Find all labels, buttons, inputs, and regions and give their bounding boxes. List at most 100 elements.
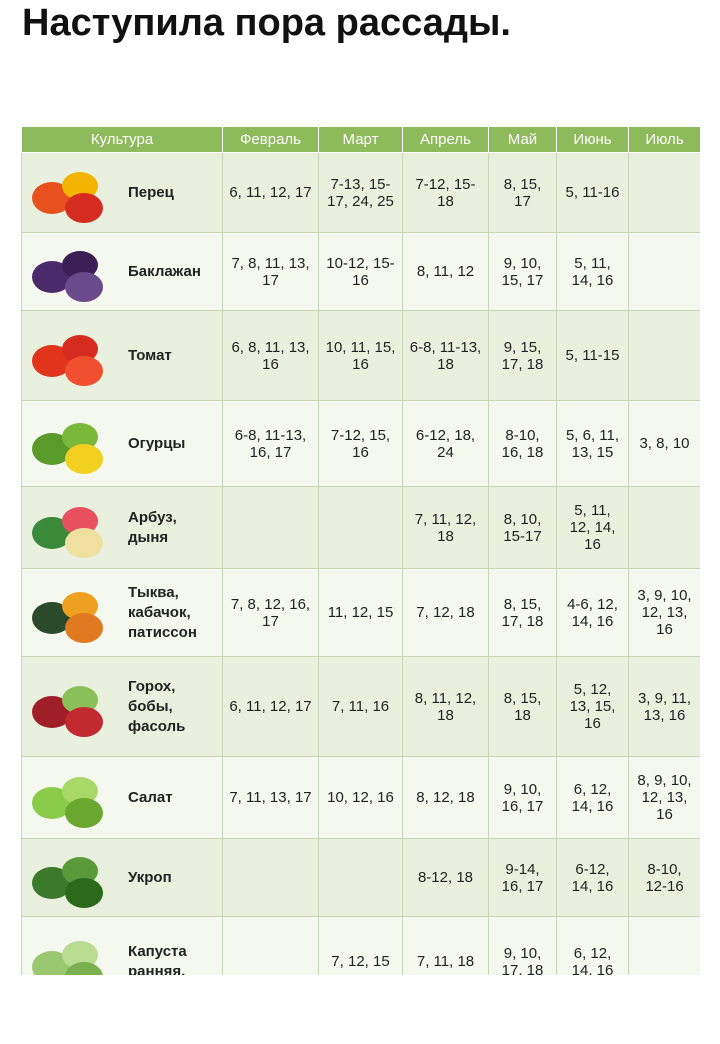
table-row: Капуста ранняя, 7, 12, 15 7, 11, 18 9, 10, … — [21, 916, 700, 976]
dates-cell — [628, 916, 700, 975]
table-row: Укроп 8-12, 18 9-14, 16, 17 6-12, 14, 16 8-1… — [21, 838, 700, 917]
crop-label: Укроп — [22, 843, 222, 913]
dates-cell: 8-12, 18 — [402, 838, 489, 917]
icon-shape — [65, 355, 103, 386]
page-title: Наступила пора рассады. — [22, 2, 511, 44]
dates-cell: 7, 8, 11, 13, 17 — [222, 232, 319, 311]
crop-cell: Укроп — [21, 838, 223, 917]
dates-cell: 8, 9, 10, 12, 13, 16 — [628, 756, 700, 839]
crop-icon — [32, 422, 103, 474]
column-header: Март — [318, 126, 403, 153]
crop-cell: Горох, бобы, фасоль — [21, 656, 223, 757]
dates-cell — [628, 310, 700, 401]
icon-shape — [32, 950, 72, 975]
dates-cell: 6-12, 18, 24 — [402, 400, 489, 487]
dates-cell: 6-12, 14, 16 — [556, 838, 629, 917]
crop-icon — [32, 334, 103, 386]
crop-label: Горох, бобы, фасоль — [22, 672, 222, 742]
dates-cell: 9, 10, 17, 18 — [488, 916, 557, 975]
icon-shape — [65, 612, 103, 643]
crop-name: Перец — [128, 183, 174, 201]
crop-icon — [32, 591, 103, 643]
crop-label: Огурцы — [22, 409, 222, 479]
icon-shape — [65, 527, 103, 558]
dates-cell: 7, 11, 18 — [402, 916, 489, 975]
icon-shape — [62, 171, 98, 200]
icon-shape — [62, 422, 98, 451]
crop-cell: Тыква, кабачок, патиссон — [21, 568, 223, 657]
dates-cell: 5, 11-15 — [556, 310, 629, 401]
dates-cell: 8-10, 16, 18 — [488, 400, 557, 487]
crop-cell: Баклажан — [21, 232, 223, 311]
dates-cell: 3, 9, 10, 12, 13, 16 — [628, 568, 700, 657]
dates-cell: 5, 11, 12, 14, 16 — [556, 486, 629, 569]
dates-cell: 7, 12, 18 — [402, 568, 489, 657]
icon-shape — [65, 192, 103, 223]
dates-cell: 7-12, 15-18 — [402, 152, 489, 233]
dates-cell: 8, 11, 12, 18 — [402, 656, 489, 757]
dates-cell — [222, 916, 319, 975]
crop-label: Салат — [22, 763, 222, 833]
dates-cell: 9-14, 16, 17 — [488, 838, 557, 917]
dates-cell: 7-12, 15, 16 — [318, 400, 403, 487]
dates-cell: 9, 10, 16, 17 — [488, 756, 557, 839]
dates-cell: 10, 11, 15, 16 — [318, 310, 403, 401]
dates-cell: 8-10, 12-16 — [628, 838, 700, 917]
icon-shape — [32, 181, 72, 214]
icon-shape — [62, 685, 98, 714]
dates-cell — [222, 838, 319, 917]
crop-cell: Томат — [21, 310, 223, 401]
dates-cell: 8, 12, 18 — [402, 756, 489, 839]
crop-name: Баклажан — [128, 262, 201, 280]
table-row: Тыква, кабачок, патиссон 7, 8, 12, 16, 17… — [21, 568, 700, 657]
dates-cell: 6, 11, 12, 17 — [222, 152, 319, 233]
column-header: Культура — [21, 126, 223, 153]
icon-shape — [32, 866, 72, 899]
crop-label: Томат — [22, 321, 222, 391]
table-wrap: Культура Февраль Март Апрель Май Июнь Июль Пер… — [21, 126, 700, 975]
dates-cell: 6, 8, 11, 13, 16 — [222, 310, 319, 401]
dates-cell: 8, 10, 15-17 — [488, 486, 557, 569]
planting-table: Культура Февраль Март Апрель Май Июнь Июль Пер… — [21, 126, 700, 975]
dates-cell: 7, 11, 13, 17 — [222, 756, 319, 839]
crop-name: Капуста ранняя, — [128, 942, 187, 976]
icon-shape — [65, 961, 103, 975]
dates-cell: 6-8, 11-13, 16, 17 — [222, 400, 319, 487]
dates-cell: 7, 11, 16 — [318, 656, 403, 757]
icon-shape — [32, 601, 72, 634]
dates-cell: 4-6, 12, 14, 16 — [556, 568, 629, 657]
dates-cell: 6-8, 11-13, 18 — [402, 310, 489, 401]
dates-cell: 11, 12, 15 — [318, 568, 403, 657]
crop-cell: Перец — [21, 152, 223, 233]
crop-label: Тыква, кабачок, патиссон — [22, 578, 222, 648]
icon-shape — [32, 695, 72, 728]
crop-label: Баклажан — [22, 237, 222, 307]
crop-name: Томат — [128, 346, 172, 364]
crop-icon — [32, 171, 103, 223]
dates-cell: 5, 11-16 — [556, 152, 629, 233]
dates-cell: 5, 12, 13, 15, 16 — [556, 656, 629, 757]
crop-cell: Арбуз, дыня — [21, 486, 223, 569]
dates-cell: 7, 12, 15 — [318, 916, 403, 975]
dates-cell — [222, 486, 319, 569]
table-row: Перец 6, 11, 12, 17 7-13, 15-17, 24, 25 7-1… — [21, 152, 700, 233]
column-header: Февраль — [222, 126, 319, 153]
dates-cell: 8, 11, 12 — [402, 232, 489, 311]
column-header: Июнь — [556, 126, 629, 153]
crop-name: Арбуз, дыня — [128, 508, 177, 546]
icon-shape — [65, 877, 103, 908]
icon-shape — [65, 271, 103, 302]
icon-shape — [65, 443, 103, 474]
dates-cell: 10-12, 15-16 — [318, 232, 403, 311]
dates-cell: 7-13, 15-17, 24, 25 — [318, 152, 403, 233]
crop-cell: Капуста ранняя, — [21, 916, 223, 976]
icon-shape — [62, 591, 98, 620]
icon-shape — [32, 516, 72, 549]
icon-shape — [65, 797, 103, 828]
dates-cell — [318, 838, 403, 917]
column-header: Апрель — [402, 126, 489, 153]
icon-shape — [62, 940, 98, 969]
dates-cell: 5, 11, 14, 16 — [556, 232, 629, 311]
header-row: Культура Февраль Март Апрель Май Июнь Июль — [21, 126, 700, 153]
icon-shape — [62, 776, 98, 805]
